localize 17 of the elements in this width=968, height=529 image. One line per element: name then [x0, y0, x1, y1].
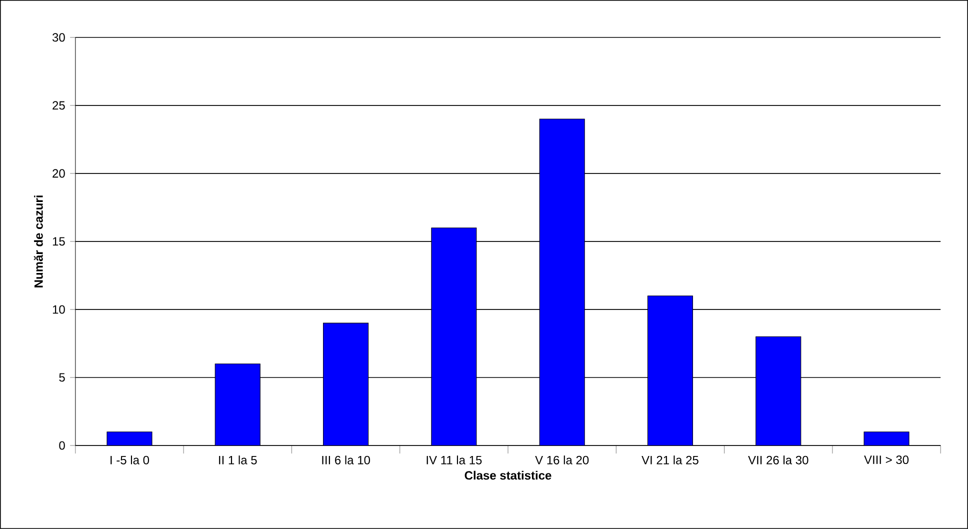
y-tick-label: 15: [52, 237, 65, 246]
y-tick-label: 25: [52, 101, 65, 110]
x-tick-label: IV 11 la 15: [426, 456, 482, 464]
x-tick-label: I -5 la 0: [110, 456, 150, 464]
y-tick-label: 10: [52, 305, 65, 314]
x-tick-label: VIII > 30: [864, 456, 909, 464]
y-tick-label: 5: [59, 373, 65, 382]
x-tick-label: III 6 la 10: [322, 456, 370, 464]
y-tick-label: 30: [52, 33, 65, 42]
x-tick-label: V 16 la 20: [535, 456, 589, 464]
x-tick-label: VI 21 la 25: [642, 456, 698, 464]
x-tick-label: II 1 la 5: [219, 456, 257, 464]
y-axis-title: Număr de cazuri: [34, 196, 43, 288]
x-axis-title: Clase statistice: [464, 470, 552, 480]
y-tick-label: 0: [59, 441, 65, 450]
y-tick-label: 20: [52, 169, 65, 178]
x-tick-label: VII 26 la 30: [748, 456, 808, 464]
